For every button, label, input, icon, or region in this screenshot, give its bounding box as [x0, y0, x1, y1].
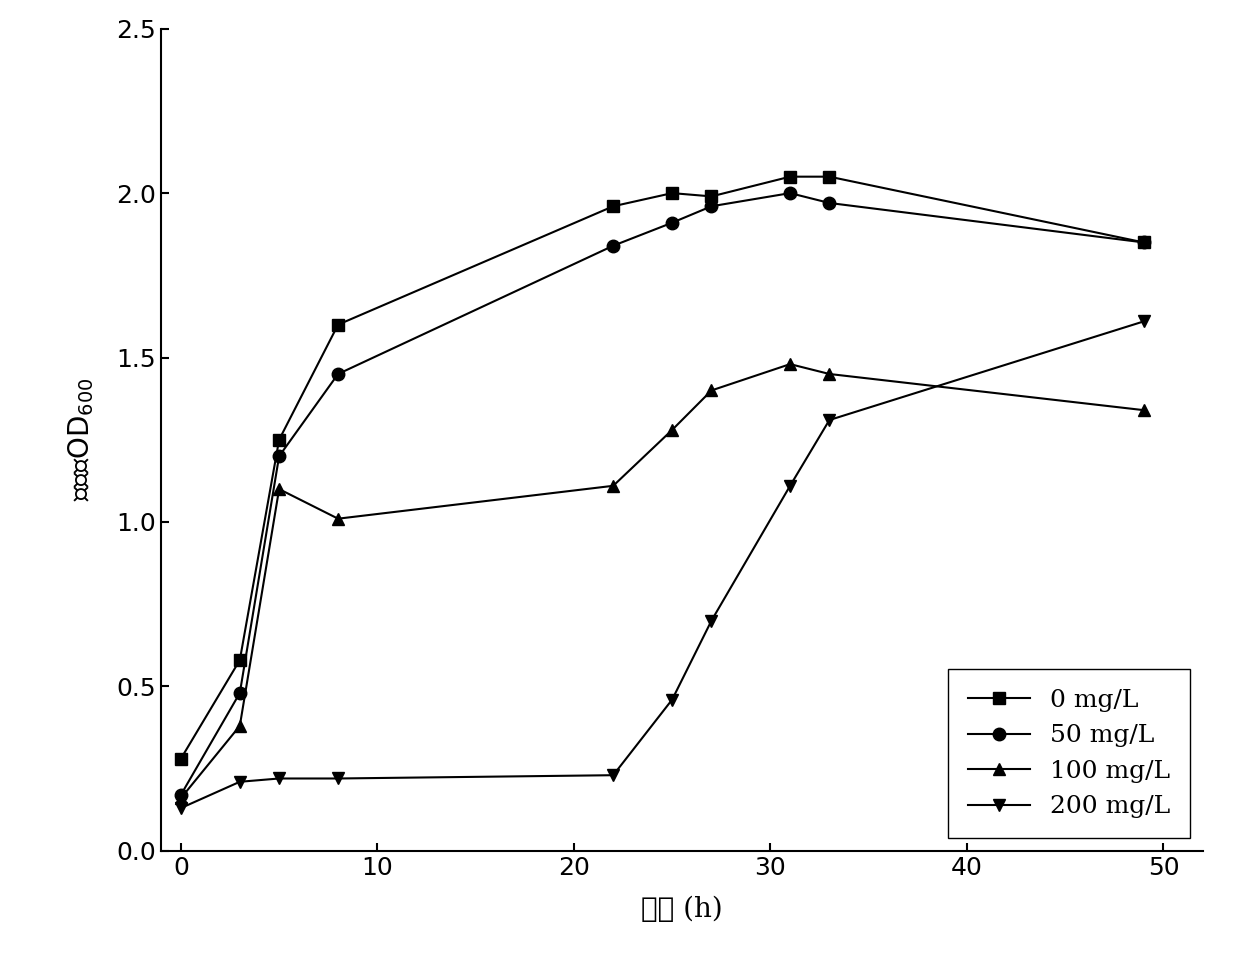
200 mg/L	[665, 694, 680, 706]
0 mg/L	[606, 201, 621, 212]
100 mg/L	[174, 793, 188, 804]
0 mg/L	[331, 319, 346, 331]
100 mg/L	[331, 513, 346, 525]
50 mg/L	[331, 368, 346, 380]
100 mg/L	[704, 384, 719, 396]
100 mg/L	[665, 424, 680, 436]
200 mg/L	[1136, 315, 1151, 327]
200 mg/L	[272, 772, 286, 784]
0 mg/L	[174, 753, 188, 765]
0 mg/L	[782, 171, 797, 183]
50 mg/L	[782, 187, 797, 199]
100 mg/L	[232, 720, 247, 731]
100 mg/L	[272, 484, 286, 495]
0 mg/L	[272, 434, 286, 445]
Y-axis label: 光密度OD$_{600}$: 光密度OD$_{600}$	[66, 378, 95, 502]
200 mg/L	[782, 480, 797, 491]
200 mg/L	[606, 770, 621, 781]
0 mg/L	[232, 654, 247, 665]
200 mg/L	[174, 802, 188, 814]
50 mg/L	[174, 790, 188, 801]
200 mg/L	[822, 414, 837, 425]
X-axis label: 时间 (h): 时间 (h)	[641, 897, 723, 923]
100 mg/L	[822, 368, 837, 380]
Line: 100 mg/L: 100 mg/L	[175, 358, 1149, 804]
Line: 0 mg/L: 0 mg/L	[175, 170, 1149, 765]
50 mg/L	[232, 687, 247, 699]
Line: 50 mg/L: 50 mg/L	[175, 186, 1149, 801]
0 mg/L	[665, 187, 680, 199]
100 mg/L	[606, 480, 621, 491]
0 mg/L	[822, 171, 837, 183]
50 mg/L	[606, 240, 621, 251]
50 mg/L	[1136, 237, 1151, 249]
50 mg/L	[704, 201, 719, 212]
50 mg/L	[272, 450, 286, 462]
200 mg/L	[331, 772, 346, 784]
100 mg/L	[782, 358, 797, 370]
Line: 200 mg/L: 200 mg/L	[175, 315, 1149, 815]
200 mg/L	[232, 776, 247, 788]
100 mg/L	[1136, 404, 1151, 416]
50 mg/L	[822, 197, 837, 208]
Legend: 0 mg/L, 50 mg/L, 100 mg/L, 200 mg/L: 0 mg/L, 50 mg/L, 100 mg/L, 200 mg/L	[947, 669, 1190, 838]
200 mg/L	[704, 615, 719, 626]
0 mg/L	[1136, 237, 1151, 249]
50 mg/L	[665, 217, 680, 228]
0 mg/L	[704, 190, 719, 202]
